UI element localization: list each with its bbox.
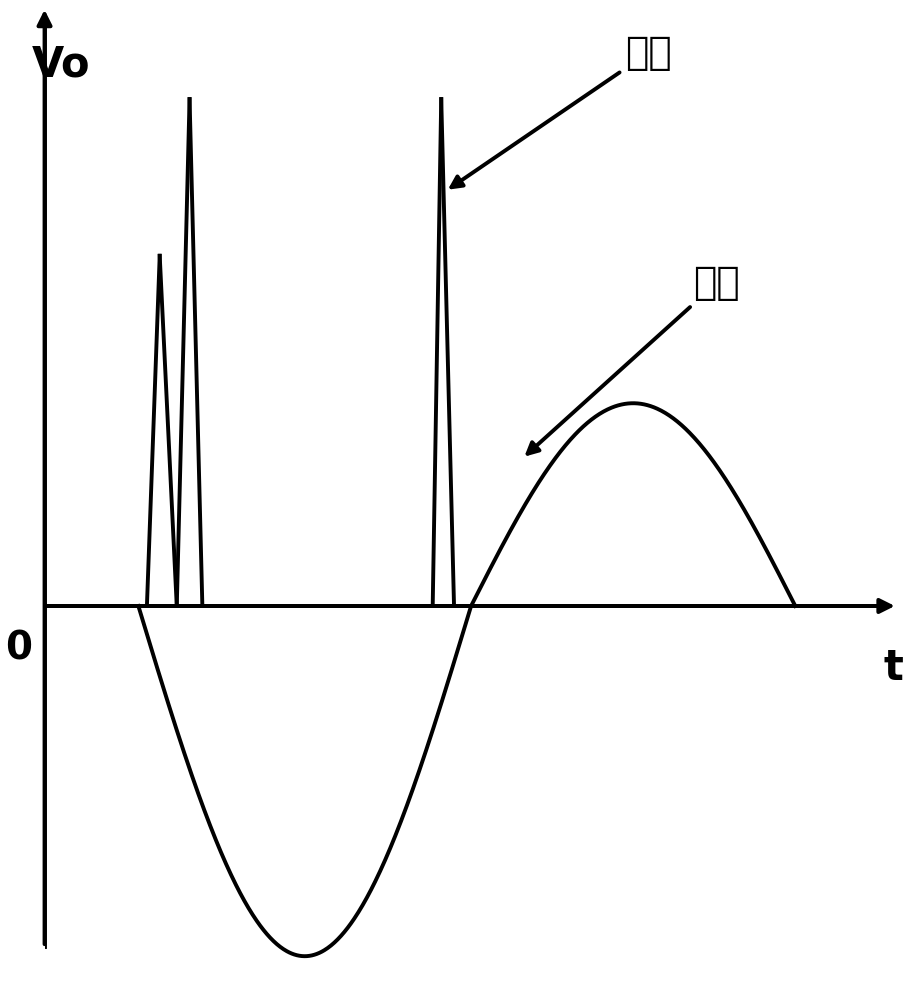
Text: Vo: Vo bbox=[32, 44, 90, 86]
Text: 交流: 交流 bbox=[527, 264, 740, 454]
Text: 高压: 高压 bbox=[451, 34, 671, 187]
Text: 0: 0 bbox=[5, 629, 32, 667]
Text: t: t bbox=[884, 647, 904, 689]
